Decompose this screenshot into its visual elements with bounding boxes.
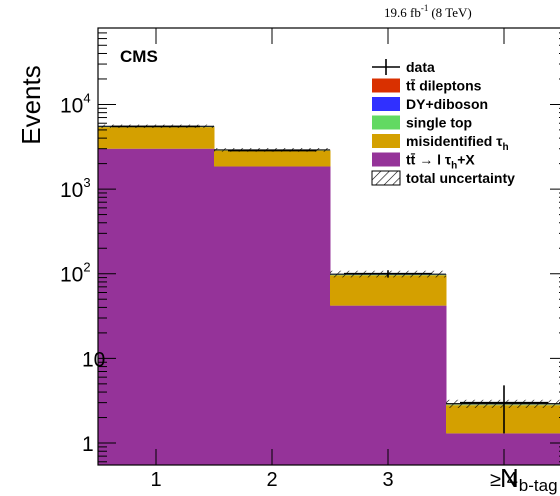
data-points [112, 125, 548, 434]
bar-4-series-1 [446, 433, 560, 465]
bar-1-series-1 [98, 148, 215, 465]
y-tick-label-5: 104 [60, 90, 91, 117]
stacked-bars [98, 125, 560, 465]
legend-swatch [372, 78, 400, 93]
experiment-label: CMS [120, 47, 158, 66]
lumi-label: 19.6 fb-1 (8 TeV) [384, 3, 472, 20]
x-tick-label-4: ≥ 4 [490, 469, 518, 491]
y-axis-ticks: 1 10 102 103 104 [60, 27, 560, 463]
bar-2-series-1 [214, 166, 331, 465]
x-tick-label-1: 1 [150, 469, 161, 491]
legend-swatch [372, 115, 400, 130]
y-tick-label-4: 103 [60, 175, 91, 202]
legend-entry-4: single top [372, 115, 472, 131]
legend-entry-5: misidentified τh [372, 133, 509, 153]
legend-label-4: single top [406, 115, 472, 131]
bar-2-series-2 [214, 150, 331, 167]
x-tick-label-3: 3 [382, 469, 393, 491]
bar-3-series-1 [330, 305, 447, 465]
uncertainty-band-4 [446, 399, 560, 408]
legend-label-2: tt̄ dileptons [406, 77, 482, 93]
legend-entry-3: DY+diboson [372, 96, 488, 112]
bar-4-series-2 [446, 405, 560, 434]
legend-swatch [372, 97, 400, 111]
legend-entry-1: data [372, 59, 435, 75]
x-axis-ticks: 1 2 3 ≥ 4 [150, 28, 518, 491]
legend-label-1: data [406, 59, 435, 75]
legend-entry-6: tt̄ → l τh+X [372, 151, 475, 172]
legend-entry-2: tt̄ dileptons [372, 77, 482, 94]
y-tick-label-3: 102 [60, 260, 91, 287]
y-tick-label-1: 1 [82, 433, 94, 456]
legend-label-7: total uncertainty [406, 170, 515, 186]
bar-3-series-2 [330, 275, 447, 306]
legend-swatch [371, 170, 401, 186]
legend: data tt̄ dileptons DY+diboson single top mis… [371, 59, 515, 186]
bar-1-series-2 [98, 127, 215, 149]
legend-label-6: tt̄ → l τh+X [406, 151, 475, 171]
legend-entry-7: total uncertainty [371, 170, 515, 186]
legend-label-3: DY+diboson [406, 96, 488, 112]
plot-frame [97, 27, 560, 466]
legend-swatch [372, 152, 400, 167]
x-tick-label-2: 2 [266, 469, 277, 491]
legend-label-5: misidentified τh [406, 133, 509, 153]
x-axis-label: Nb-tag [500, 463, 558, 495]
legend-swatch [372, 134, 400, 148]
y-tick-label-2: 10 [82, 348, 105, 371]
y-axis-label: Events [16, 65, 46, 145]
